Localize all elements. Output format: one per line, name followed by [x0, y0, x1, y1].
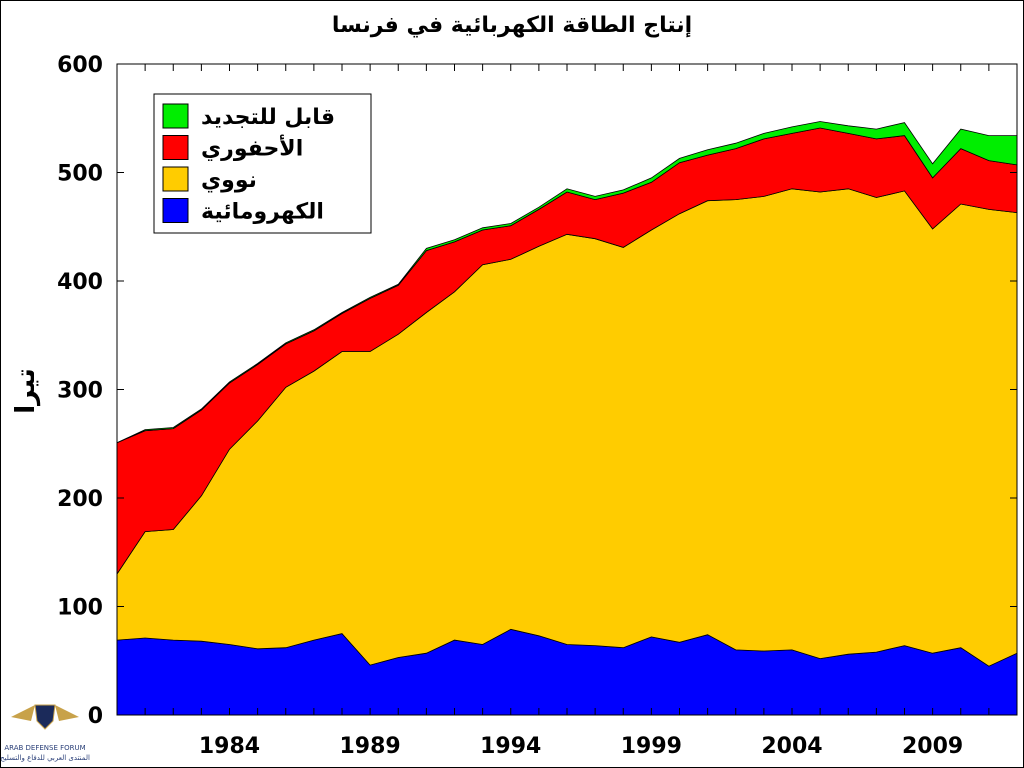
legend-swatch [162, 135, 189, 160]
legend-label: قابل للتجديد [201, 105, 335, 130]
wing-left [11, 705, 35, 721]
watermark-line2: المنتدى العربي للدفاع والتسليح [1, 754, 90, 762]
legend-label: نووي [201, 168, 257, 193]
legend-swatch [162, 198, 189, 223]
y-tick-label: 600 [57, 53, 103, 78]
watermark-logo: ARAB DEFENSE FORUM المنتدى العربي للدفاع… [1, 704, 90, 762]
legend-items: قابل للتجديد الأحفوري نووي الكهرومائية [162, 103, 335, 225]
legend-swatch [162, 166, 189, 192]
x-tick-label: 2009 [902, 734, 963, 759]
y-tick-label: 300 [57, 379, 103, 404]
x-axis: 1984 1989 1994 1999 2004 2009 [116, 64, 1018, 759]
x-tick-label: 1984 [199, 734, 260, 759]
y-tick-label: 200 [57, 487, 103, 512]
y-tick-label: 400 [57, 270, 103, 295]
legend-box [153, 93, 372, 234]
x-tick-label: 2004 [761, 734, 822, 759]
y-axis: 0 100 200 300 400 500 600 [57, 53, 1017, 729]
wing-right [55, 705, 79, 721]
area-series-group [116, 121, 1018, 716]
area-series-1 [116, 188, 1018, 667]
y-tick-label: 100 [57, 596, 103, 621]
watermark-line1: ARAB DEFENSE FORUM [4, 744, 85, 752]
x-tick-label: 1989 [340, 734, 401, 759]
legend-label: الكهرومائية [201, 200, 324, 225]
y-tick-label: 500 [57, 162, 103, 187]
y-tick-label: 0 [88, 704, 103, 729]
x-tick-label: 1994 [480, 734, 541, 759]
y-axis-label: تيرا [11, 368, 41, 413]
legend-label: الأحفوري [201, 134, 303, 162]
legend: قابل للتجديد الأحفوري نووي الكهرومائية [153, 93, 372, 234]
shield-icon [34, 704, 56, 730]
x-tick-label: 1999 [621, 734, 682, 759]
legend-swatch [162, 103, 189, 129]
chart-title: إنتاج الطاقة الكهربائية في فرنسا [332, 13, 692, 38]
